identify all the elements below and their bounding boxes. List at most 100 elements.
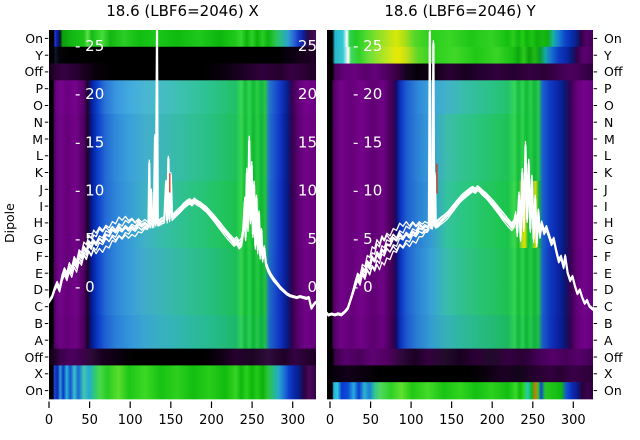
heatmap-row-f-13 bbox=[49, 248, 316, 266]
dipole-label-right-j-9: J bbox=[604, 181, 608, 197]
dipole-label-left-h-11: H bbox=[33, 215, 43, 231]
dipole-label-left-i-10: I bbox=[39, 198, 43, 214]
dipole-label-left-on-0: On bbox=[25, 30, 43, 46]
inner-tick-label-right: 20 bbox=[298, 85, 317, 103]
heatmap-row-y-1 bbox=[327, 46, 593, 64]
dipole-label-right-n-5: N bbox=[604, 114, 614, 130]
x-axis-tick-label: 250 bbox=[240, 413, 265, 428]
dipole-label-right-c-16: C bbox=[604, 299, 613, 315]
dipole-label-left-p-3: P bbox=[35, 81, 43, 97]
heatmap-row-c-16 bbox=[49, 298, 316, 316]
heatmap-row-b-17 bbox=[327, 315, 593, 333]
inner-tick-label-right: 15 bbox=[298, 133, 317, 151]
heatmap-panel-1 bbox=[327, 30, 593, 400]
x-axis-tick-label: 100 bbox=[399, 413, 424, 428]
heatmap-row-d-15 bbox=[327, 281, 593, 299]
dipole-label-right-h-11: H bbox=[604, 215, 614, 231]
heatmap-row-y-1 bbox=[49, 46, 316, 64]
dipole-label-right-b-17: B bbox=[604, 315, 613, 331]
inner-tick-label-right: 5 bbox=[307, 230, 317, 248]
heatmap-row-f-13 bbox=[327, 248, 593, 266]
curve-strand bbox=[321, 28, 594, 315]
heatmap-row-c-16 bbox=[327, 298, 593, 316]
x-axis-tick-label: 150 bbox=[158, 413, 183, 428]
dipole-label-left-g-12: G bbox=[33, 232, 43, 248]
inner-tick-label-left: - 10 bbox=[75, 182, 104, 200]
dipole-label-left-l-7: L bbox=[36, 148, 43, 164]
dipole-label-left-o-4: O bbox=[33, 97, 43, 113]
inner-tick-label-right: 0 bbox=[307, 278, 317, 296]
dipole-label-right-l-7: L bbox=[604, 148, 611, 164]
dipole-label-left-y-1: Y bbox=[35, 47, 43, 63]
inner-tick-label-left: - 20 bbox=[75, 85, 104, 103]
inner-tick-label-left: - 25 bbox=[75, 37, 104, 55]
curve-strand bbox=[0, 27, 317, 308]
heatmap-row-on-0 bbox=[327, 30, 593, 48]
heatmap-row-off-19 bbox=[327, 348, 593, 366]
inner-tick-label-left: - 0 bbox=[75, 278, 95, 296]
heatmap-row-e-14 bbox=[327, 264, 593, 282]
dipole-label-left-c-16: C bbox=[34, 299, 43, 315]
x-axis-0: 0 50 100 150 200 250 300 bbox=[45, 401, 305, 428]
dipole-label-left-b-17: B bbox=[34, 315, 43, 331]
inner-tick-label-left: - 15 bbox=[353, 133, 382, 151]
heatmap-row-p-3 bbox=[327, 80, 593, 98]
heatmap-row-e-14 bbox=[49, 264, 316, 282]
heatmap-row-k-8 bbox=[327, 164, 593, 182]
heatmap-row-h-11 bbox=[49, 214, 316, 232]
x-axis-tick-label: 0 bbox=[326, 413, 334, 428]
dipole-label-right-d-15: D bbox=[604, 282, 614, 298]
x-axis-tick-label: 0 bbox=[45, 413, 53, 428]
inner-tick-label-left: - 25 bbox=[353, 37, 382, 55]
dipole-label-left-j-9: J bbox=[39, 181, 43, 197]
dipole-label-left-d-15: D bbox=[33, 282, 43, 298]
heatmap-row-n-5 bbox=[49, 113, 316, 132]
x-axis-tick-label: 50 bbox=[362, 413, 379, 428]
dipole-label-left-off-19: Off bbox=[24, 349, 43, 365]
dipole-label-left-a-18: A bbox=[34, 332, 43, 348]
heatmap-row-on-21 bbox=[49, 382, 316, 400]
dipole-label-left-e-14: E bbox=[35, 265, 43, 281]
dipole-label-right-on-0: On bbox=[604, 30, 622, 46]
dipole-label-right-a-18: A bbox=[604, 332, 613, 348]
dipole-label-right-p-3: P bbox=[604, 81, 612, 97]
row-axis-ticks bbox=[44, 37, 598, 392]
dipole-label-left-k-8: K bbox=[34, 165, 43, 181]
dipole-label-right-x-20: X bbox=[604, 366, 613, 382]
x-axis-tick-label: 50 bbox=[81, 413, 98, 428]
heatmap-row-o-4 bbox=[327, 97, 593, 115]
dipole-label-right-g-12: G bbox=[604, 232, 614, 248]
dipole-label-right-off-19: Off bbox=[604, 349, 623, 365]
heatmap-row-m-6 bbox=[327, 130, 593, 148]
inner-tick-label-right: 25 bbox=[298, 37, 317, 55]
dipole-label-right-f-13: F bbox=[604, 248, 612, 264]
heatmap-row-n-5 bbox=[327, 113, 593, 132]
heatmap-row-off-2 bbox=[49, 63, 316, 81]
heatmap-row-x-20 bbox=[327, 365, 593, 383]
inner-tick-label-left: - 20 bbox=[353, 85, 382, 103]
inner-tick-label-left: - 5 bbox=[353, 230, 373, 248]
x-axis-tick-label: 200 bbox=[480, 413, 505, 428]
dipole-label-right-off-2: Off bbox=[604, 64, 623, 80]
dipole-label-left-x-20: X bbox=[34, 366, 43, 382]
x-axis-tick-label: 100 bbox=[118, 413, 143, 428]
heatmap-row-p-3 bbox=[49, 80, 316, 98]
dipole-label-right-i-10: I bbox=[604, 198, 608, 214]
x-axis-tick-label: 200 bbox=[199, 413, 224, 428]
dipole-label-right-o-4: O bbox=[604, 97, 614, 113]
heatmap-row-x-20 bbox=[49, 365, 316, 383]
dipole-label-right-k-8: K bbox=[604, 165, 613, 181]
heatmap-row-a-18 bbox=[49, 331, 316, 350]
dipole-label-left-on-21: On bbox=[25, 383, 43, 399]
dipole-label-right-e-14: E bbox=[604, 265, 612, 281]
heatmap-row-b-17 bbox=[49, 315, 316, 333]
heatmap-row-k-8 bbox=[49, 164, 316, 182]
dipole-label-right-y-1: Y bbox=[604, 47, 612, 63]
panel-x-title: 18.6 (LBF6=2046) X bbox=[106, 2, 259, 20]
heatmap-row-o-4 bbox=[49, 97, 316, 115]
orbit-curve-0 bbox=[0, 27, 317, 310]
inner-tick-label-right: 10 bbox=[298, 182, 317, 200]
